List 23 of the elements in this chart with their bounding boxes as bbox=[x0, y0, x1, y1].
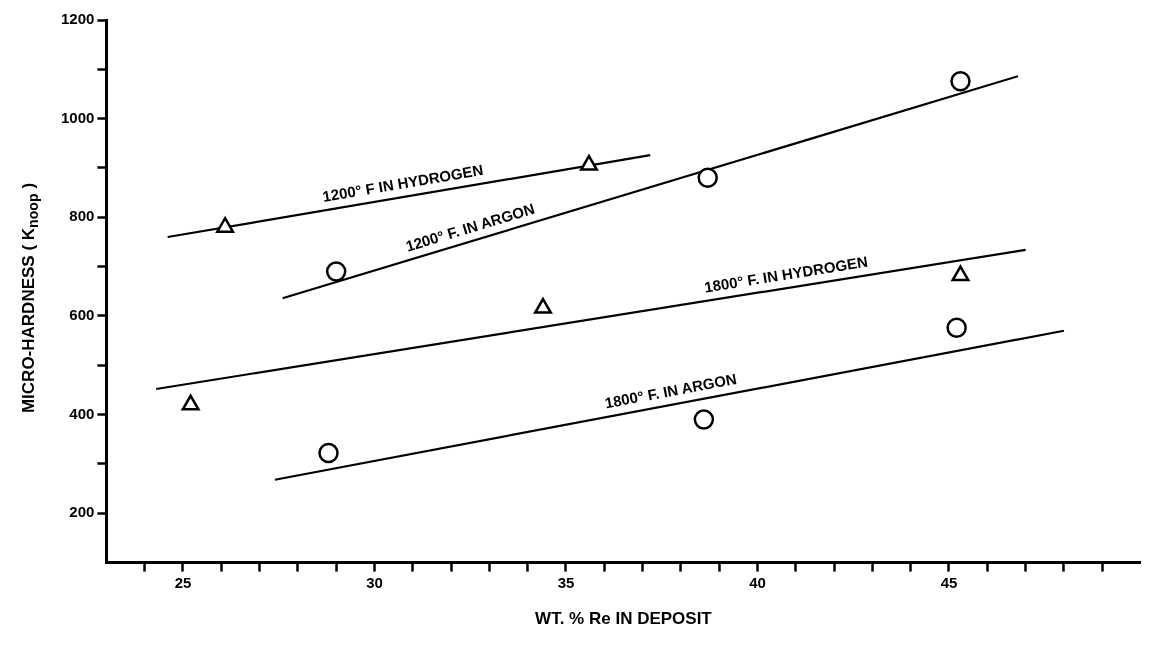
point bbox=[951, 265, 970, 282]
y-tick-label: 600 bbox=[69, 306, 95, 324]
y-tick-label: 1000 bbox=[60, 108, 95, 126]
y-tick-label: 1200 bbox=[60, 10, 95, 28]
y-tick-label: 400 bbox=[69, 404, 95, 422]
point bbox=[325, 261, 347, 282]
point bbox=[693, 409, 715, 430]
x-tick-label: 45 bbox=[940, 573, 958, 591]
x-tick-label: 40 bbox=[749, 573, 766, 591]
point bbox=[697, 167, 718, 189]
x-tick-label: 25 bbox=[174, 573, 192, 591]
x-tick-label: 30 bbox=[366, 573, 383, 591]
annotation: 1200° F IN HYDROGEN bbox=[321, 160, 485, 205]
point bbox=[181, 394, 200, 411]
x-tick-label: 35 bbox=[557, 573, 575, 591]
annotation: 1800° F. IN ARGON bbox=[603, 369, 738, 412]
y-tick-label: 200 bbox=[69, 503, 95, 521]
point bbox=[950, 70, 971, 92]
x-axis-title: WT. % Re IN DEPOSIT bbox=[535, 609, 713, 629]
point bbox=[946, 317, 967, 339]
annotation: 1800° F. IN HYDROGEN bbox=[703, 252, 869, 296]
point bbox=[318, 442, 339, 464]
y-tick-label: 800 bbox=[69, 207, 95, 225]
